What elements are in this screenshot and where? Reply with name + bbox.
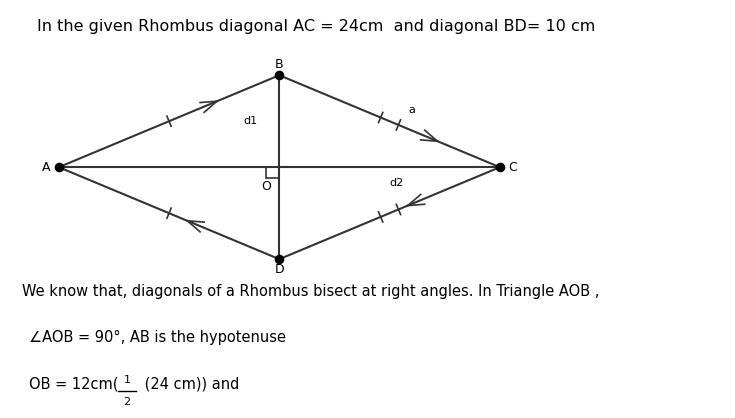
Text: 1: 1: [123, 375, 131, 385]
Text: C: C: [509, 161, 517, 174]
Text: 2: 2: [123, 397, 131, 407]
Text: D: D: [274, 263, 284, 276]
Point: [53, 164, 65, 171]
Text: ∠AOB = 90°, AB is the hypotenuse: ∠AOB = 90°, AB is the hypotenuse: [29, 330, 287, 345]
Point: [494, 164, 506, 171]
Text: In the given Rhombus diagonal AC = 24cm  and diagonal BD= 10 cm: In the given Rhombus diagonal AC = 24cm …: [37, 19, 595, 34]
Text: B: B: [275, 58, 284, 71]
Text: d2: d2: [390, 178, 404, 188]
Point: [273, 256, 285, 263]
Text: A: A: [41, 161, 50, 174]
Text: (24 cm)) and: (24 cm)) and: [140, 376, 240, 391]
Text: O: O: [261, 180, 271, 193]
Text: d1: d1: [243, 116, 257, 126]
Text: a: a: [408, 105, 415, 115]
Point: [273, 72, 285, 79]
Text: We know that, diagonals of a Rhombus bisect at right angles. In Triangle AOB ,: We know that, diagonals of a Rhombus bis…: [22, 284, 600, 299]
Text: OB = 12cm(: OB = 12cm(: [29, 376, 119, 391]
